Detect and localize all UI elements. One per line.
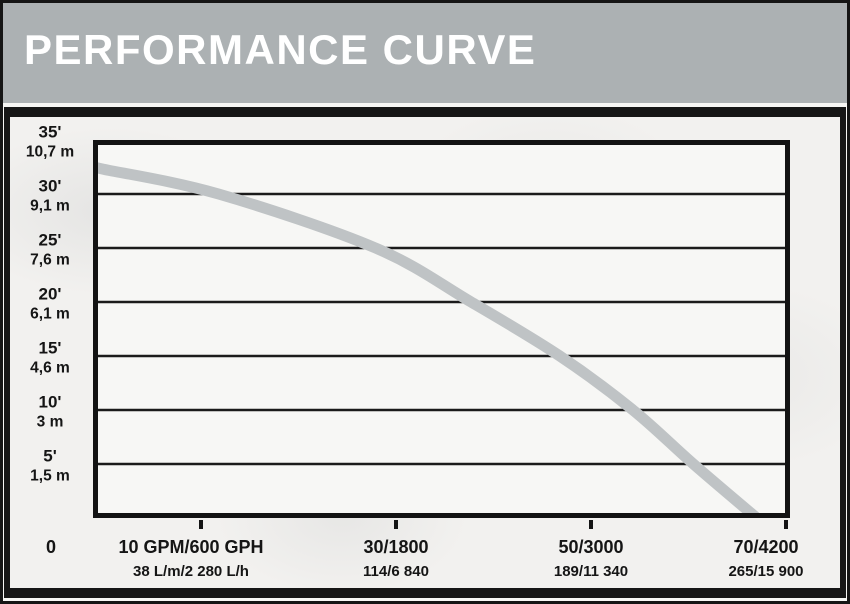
y-tick-label-15ft: 15' 4,6 m <box>11 338 89 379</box>
x-label-metric: 38 L/m/2 280 L/h <box>133 562 249 580</box>
y-tick-feet: 25' <box>38 230 62 250</box>
y-tick-label-20ft: 20' 6,1 m <box>11 284 89 325</box>
y-tick-label-30ft: 30' 9,1 m <box>11 176 89 217</box>
y-tick-meters: 3 m <box>36 413 64 431</box>
y-tick-label-35ft: 35' 10,7 m <box>11 122 89 163</box>
x-label-gpm: 70/4200 <box>733 537 799 557</box>
y-tick-label-5ft: 5' 1,5 m <box>11 446 89 487</box>
y-tick-feet: 30' <box>38 176 62 196</box>
y-tick-feet: 20' <box>38 284 62 304</box>
origin-label: 0 <box>45 537 56 557</box>
x-tick-label-70gpm: 70/4200 265/15 900 <box>666 537 847 580</box>
x-tick-label-10gpm: 10 GPM/600 GPH 38 L/m/2 280 L/h <box>91 537 291 580</box>
x-tick-mark-30gpm <box>394 520 398 529</box>
pump-performance-curve-line <box>98 162 760 513</box>
x-tick-mark-70gpm <box>784 520 788 529</box>
x-label-gpm: 50/3000 <box>558 537 624 557</box>
y-tick-feet: 15' <box>38 338 62 358</box>
y-tick-meters: 7,6 m <box>30 251 70 269</box>
y-tick-meters: 6,1 m <box>30 305 70 323</box>
x-label-gpm: 10 GPM/600 GPH <box>118 537 264 557</box>
y-tick-feet: 10' <box>38 392 62 412</box>
x-label-metric: 189/11 340 <box>553 562 629 580</box>
y-tick-meters: 4,6 m <box>30 359 70 377</box>
y-tick-feet: 5' <box>43 446 57 466</box>
page-title: PERFORMANCE CURVE <box>24 26 537 73</box>
x-label-gpm: 30/1800 <box>363 537 429 557</box>
x-tick-mark-10gpm <box>199 520 203 529</box>
y-tick-feet: 35' <box>38 122 62 142</box>
y-tick-label-10ft: 10' 3 m <box>11 392 89 433</box>
y-tick-meters: 9,1 m <box>30 197 70 215</box>
y-tick-label-25ft: 25' 7,6 m <box>11 230 89 271</box>
x-tick-label-30gpm: 30/1800 114/6 840 <box>296 537 496 580</box>
y-tick-meters: 10,7 m <box>25 143 75 161</box>
x-tick-mark-50gpm <box>589 520 593 529</box>
x-label-metric: 265/15 900 <box>728 562 804 580</box>
pump-curve-chart <box>98 162 785 513</box>
plot-area <box>93 140 790 518</box>
header-bar: PERFORMANCE CURVE <box>3 3 847 103</box>
x-tick-label-50gpm: 50/3000 189/11 340 <box>491 537 691 580</box>
y-tick-meters: 1,5 m <box>30 467 70 485</box>
x-label-metric: 114/6 840 <box>363 562 429 580</box>
